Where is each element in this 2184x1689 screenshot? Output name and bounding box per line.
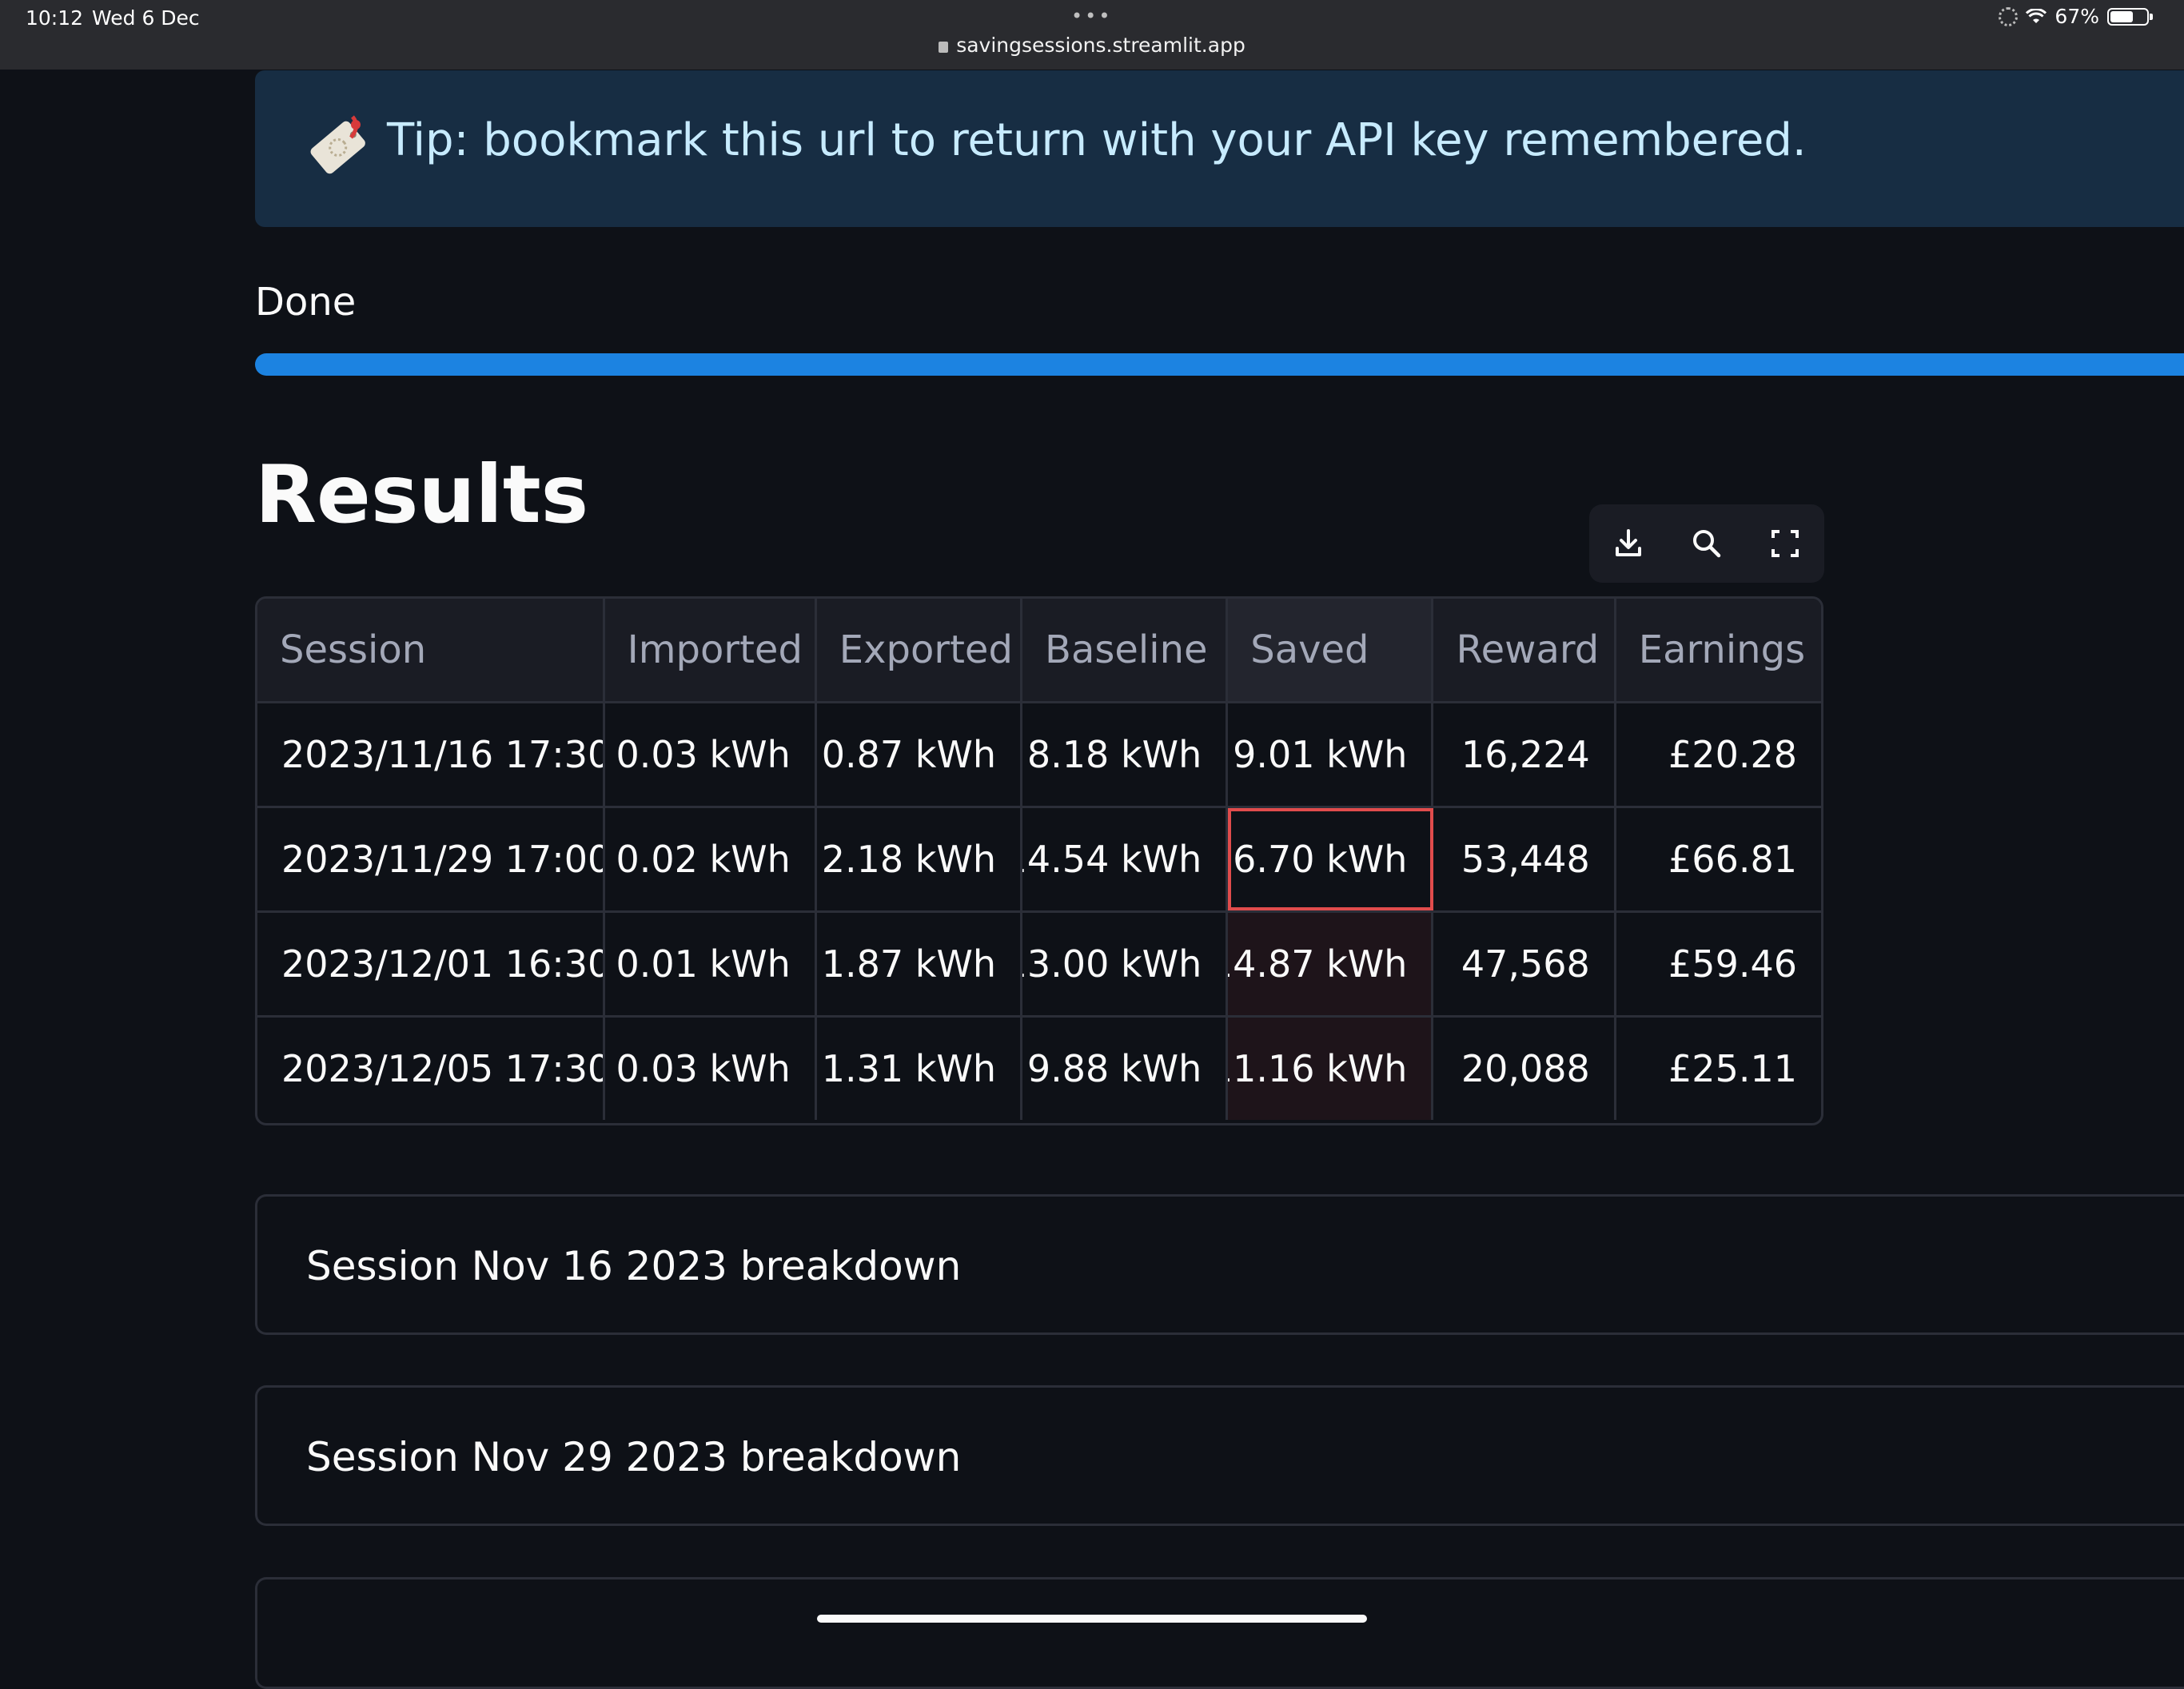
table-row: 2023/11/29 17:00 0.02 kWh 2.18 kWh 14.54… bbox=[257, 808, 1821, 913]
table-cell[interactable]: 2023/11/16 17:30 bbox=[257, 703, 605, 806]
column-header-imported[interactable]: Imported bbox=[605, 599, 817, 701]
home-indicator[interactable] bbox=[817, 1615, 1367, 1623]
table-cell[interactable]: 47,568 bbox=[1433, 913, 1616, 1015]
progress-fill bbox=[255, 353, 2184, 376]
status-time: 10:12 bbox=[26, 6, 84, 30]
activity-spinner-icon bbox=[1999, 6, 2019, 26]
expander-label: Session Nov 16 2023 breakdown bbox=[306, 1243, 962, 1289]
lock-icon bbox=[939, 42, 949, 53]
table-cell[interactable]: 0.01 kWh bbox=[605, 913, 817, 1015]
table-cell[interactable]: £25.11 bbox=[1668, 1047, 1797, 1090]
table-cell[interactable]: 20,088 bbox=[1433, 1018, 1616, 1120]
address-url: savingsessions.streamlit.app bbox=[956, 34, 1245, 57]
table-cell[interactable]: 0.02 kWh bbox=[605, 808, 817, 910]
download-icon[interactable] bbox=[1609, 524, 1648, 563]
status-indicators: 67% bbox=[1999, 5, 2153, 28]
table-cell[interactable]: 2023/12/01 16:30 bbox=[257, 913, 605, 1015]
table-cell[interactable]: 2023/11/29 17:00 bbox=[257, 808, 605, 910]
status-date: Wed 6 Dec bbox=[92, 6, 200, 30]
progress-bar bbox=[255, 353, 2184, 376]
search-icon[interactable] bbox=[1688, 524, 1726, 563]
column-header-baseline[interactable]: Baseline bbox=[1022, 599, 1229, 701]
table-cell[interactable]: 16,224 bbox=[1433, 703, 1616, 806]
table-cell[interactable]: 14.87 kWh bbox=[1228, 913, 1434, 1015]
wifi-icon bbox=[2026, 8, 2047, 23]
table-cell[interactable]: 9.88 kWh bbox=[1022, 1018, 1229, 1120]
column-header-session[interactable]: Session bbox=[257, 599, 605, 701]
bookmark-tag-icon bbox=[310, 115, 365, 174]
tip-alert: Tip: bookmark this url to return with yo… bbox=[255, 70, 2184, 227]
column-header-exported[interactable]: Exported bbox=[817, 599, 1023, 701]
table-cell[interactable]: 0.87 kWh bbox=[817, 703, 1023, 806]
table-cell[interactable]: 13.00 kWh bbox=[1022, 913, 1229, 1015]
table-cell[interactable]: 8.18 kWh bbox=[1022, 703, 1229, 806]
session-breakdown-expander[interactable] bbox=[255, 1577, 2184, 1689]
fullscreen-icon[interactable] bbox=[1766, 524, 1804, 563]
table-row: 2023/12/01 16:30 0.01 kWh 1.87 kWh 13.00… bbox=[257, 913, 1821, 1018]
tip-text: Tip: bookmark this url to return with yo… bbox=[387, 114, 1807, 166]
column-header-reward[interactable]: Reward bbox=[1433, 599, 1616, 701]
table-cell[interactable]: 2.18 kWh bbox=[817, 808, 1023, 910]
table-cell[interactable]: £59.46 bbox=[1668, 942, 1797, 986]
results-dataframe[interactable]: Session Imported Exported Baseline Saved… bbox=[255, 596, 1823, 1125]
table-cell[interactable]: 0.03 kWh bbox=[605, 703, 817, 806]
table-row: 2023/12/05 17:30 0.03 kWh 1.31 kWh 9.88 … bbox=[257, 1018, 1821, 1120]
session-breakdown-expander[interactable]: Session Nov 29 2023 breakdown bbox=[255, 1385, 2184, 1526]
table-cell[interactable]: 1.87 kWh bbox=[817, 913, 1023, 1015]
table-cell[interactable]: £66.81 bbox=[1668, 838, 1797, 881]
table-cell[interactable]: 53,448 bbox=[1433, 808, 1616, 910]
battery-fill bbox=[2110, 10, 2134, 22]
expander-label: Session Nov 29 2023 breakdown bbox=[306, 1434, 962, 1480]
table-cell-selected[interactable]: 16.70 kWh bbox=[1228, 808, 1434, 910]
table-cell[interactable]: 0.03 kWh bbox=[605, 1018, 817, 1120]
battery-icon bbox=[2107, 7, 2153, 26]
table-cell[interactable]: 9.01 kWh bbox=[1228, 703, 1434, 806]
address-bar[interactable]: savingsessions.streamlit.app bbox=[0, 34, 2184, 57]
table-header-row: Session Imported Exported Baseline Saved… bbox=[257, 599, 1821, 703]
table-cell[interactable]: £20.28 bbox=[1668, 733, 1797, 776]
results-heading: Results bbox=[255, 448, 589, 541]
browser-menu-dots[interactable]: ••• bbox=[1071, 5, 1113, 27]
battery-percent: 67% bbox=[2054, 5, 2099, 28]
table-row: 2023/11/16 17:30 0.03 kWh 0.87 kWh 8.18 … bbox=[257, 703, 1821, 808]
table-cell[interactable]: 11.16 kWh bbox=[1228, 1018, 1434, 1120]
dataframe-toolbar bbox=[1589, 504, 1824, 583]
table-cell[interactable]: 1.31 kWh bbox=[817, 1018, 1023, 1120]
session-breakdown-expander[interactable]: Session Nov 16 2023 breakdown bbox=[255, 1194, 2184, 1335]
table-cell[interactable]: 14.54 kWh bbox=[1022, 808, 1229, 910]
table-cell[interactable]: 2023/12/05 17:30 bbox=[257, 1018, 605, 1120]
column-header-earnings[interactable]: Earnings bbox=[1638, 627, 1806, 672]
column-header-saved[interactable]: Saved bbox=[1228, 599, 1434, 701]
progress-label: Done bbox=[255, 280, 357, 325]
browser-top-bar: 10:12 Wed 6 Dec ••• savingsessions.strea… bbox=[0, 0, 2184, 70]
